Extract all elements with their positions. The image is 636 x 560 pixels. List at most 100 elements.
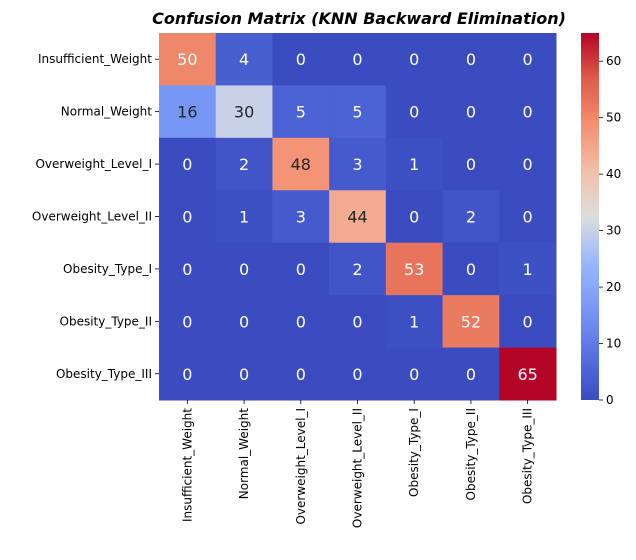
cell-value-label: 0 <box>296 365 306 384</box>
x-tick-label: Obesity_Type_I <box>407 408 421 497</box>
heatmap-cell <box>499 85 557 139</box>
heatmap-cell <box>385 137 444 191</box>
cell-value-label: 0 <box>182 365 192 384</box>
heatmap-cell <box>272 347 330 401</box>
heatmap-cell <box>215 242 273 296</box>
heatmap-cell <box>329 33 387 86</box>
heatmap-cell <box>272 242 330 296</box>
heatmap-cell <box>499 242 557 296</box>
heatmap-cell <box>329 242 387 296</box>
cell-value-label: 1 <box>409 312 419 331</box>
cell-value-label: 3 <box>296 208 306 227</box>
heatmap-cell <box>385 85 444 139</box>
y-tick-label: Overweight_Level_II <box>32 210 152 224</box>
colorbar-tick-label: 50 <box>606 111 621 125</box>
colorbar-tick-label: 10 <box>606 337 621 351</box>
cell-value-label: 0 <box>352 312 362 331</box>
cell-value-label: 2 <box>466 208 476 227</box>
heatmap-cell <box>272 190 330 244</box>
heatmap-cell <box>159 85 217 139</box>
heatmap-cell <box>385 190 444 244</box>
y-tick-label: Overweight_Level_I <box>35 157 152 171</box>
cell-value-label: 53 <box>404 260 424 279</box>
cell-value-label: 0 <box>239 312 249 331</box>
heatmap-cells <box>159 33 557 401</box>
heatmap-cell <box>159 137 217 191</box>
cell-value-label: 65 <box>517 365 537 384</box>
cell-value-label: 50 <box>177 50 197 69</box>
heatmap-cell <box>215 137 273 191</box>
cell-value-label: 1 <box>523 260 533 279</box>
cell-value-label: 5 <box>352 103 362 122</box>
cell-value-label: 1 <box>239 208 249 227</box>
cell-value-label: 44 <box>347 208 367 227</box>
colorbar-tick-label: 20 <box>606 280 621 294</box>
heatmap-cell <box>215 295 273 349</box>
cell-value-label: 0 <box>409 365 419 384</box>
heatmap-cell <box>385 295 444 349</box>
y-tick-label: Obesity_Type_III <box>56 367 152 381</box>
heatmap-cell <box>215 347 273 401</box>
cell-value-label: 0 <box>409 208 419 227</box>
heatmap-cell <box>159 190 217 244</box>
x-tick-label: Obesity_Type_II <box>464 408 478 500</box>
heatmap-cell <box>499 137 557 191</box>
heatmap-cell <box>442 137 500 191</box>
cell-value-label: 3 <box>352 155 362 174</box>
heatmap-cell <box>385 347 444 401</box>
y-tick-label: Obesity_Type_II <box>60 314 152 328</box>
chart-title: Confusion Matrix (KNN Backward Eliminati… <box>152 9 566 28</box>
cell-value-label: 16 <box>177 103 197 122</box>
cell-value-label: 0 <box>523 312 533 331</box>
cell-value-label: 0 <box>182 155 192 174</box>
cell-value-label: 52 <box>461 312 481 331</box>
y-tick-label: Obesity_Type_I <box>63 262 152 276</box>
heatmap-cell <box>442 347 500 401</box>
heatmap-cell <box>499 347 557 401</box>
cell-value-label: 0 <box>182 312 192 331</box>
cell-value-label: 0 <box>409 50 419 69</box>
heatmap-cell <box>329 85 387 139</box>
heatmap-cell <box>499 295 557 349</box>
heatmap-cell <box>385 33 444 86</box>
cell-value-label: 0 <box>523 208 533 227</box>
x-axis: Insufficient_Weight Normal_Weight Overweig… <box>180 400 535 528</box>
cell-value-label: 0 <box>466 365 476 384</box>
colorbar-tick-label: 60 <box>606 54 621 68</box>
colorbar-tick-label: 0 <box>606 393 614 407</box>
cell-value-labels: 50 4 0 0 0 0 016 30 5 5 0 0 00 2 48 3 1 0 00 1 3 44 0 2 00 0 0 2 53 0… <box>177 50 538 384</box>
colorbar: 0 10 20 30 40 50 60 <box>581 33 621 407</box>
heatmap-cell <box>385 242 444 296</box>
x-tick-label: Obesity_Type_III <box>521 408 535 504</box>
heatmap-cell <box>159 347 217 401</box>
y-tick-label: Normal_Weight <box>61 105 153 119</box>
cell-value-label: 5 <box>296 103 306 122</box>
heatmap-cell <box>442 190 500 244</box>
heatmap-cell <box>159 242 217 296</box>
heatmap-cell <box>499 33 557 86</box>
x-tick-label: Overweight_Level_II <box>351 408 365 528</box>
cell-value-label: 0 <box>239 365 249 384</box>
cell-value-label: 0 <box>182 260 192 279</box>
cell-value-label: 0 <box>352 50 362 69</box>
cell-value-label: 0 <box>523 103 533 122</box>
colorbar-gradient <box>581 33 599 400</box>
heatmap-cell <box>499 190 557 244</box>
y-tick-label: Insufficient_Weight <box>38 52 152 66</box>
heatmap-cell <box>329 295 387 349</box>
heatmap-cell <box>159 295 217 349</box>
heatmap-cell <box>329 137 387 191</box>
cell-value-label: 2 <box>352 260 362 279</box>
x-tick-label: Normal_Weight <box>237 408 251 500</box>
heatmap-cell <box>442 33 500 86</box>
heatmap-cell <box>442 85 500 139</box>
heatmap-cell <box>329 190 387 244</box>
cell-value-label: 0 <box>182 208 192 227</box>
heatmap-cell <box>215 85 273 139</box>
cell-value-label: 1 <box>409 155 419 174</box>
cell-value-label: 0 <box>239 260 249 279</box>
cell-value-label: 0 <box>466 50 476 69</box>
x-tick-label: Overweight_Level_I <box>294 408 308 525</box>
cell-value-label: 0 <box>523 50 533 69</box>
